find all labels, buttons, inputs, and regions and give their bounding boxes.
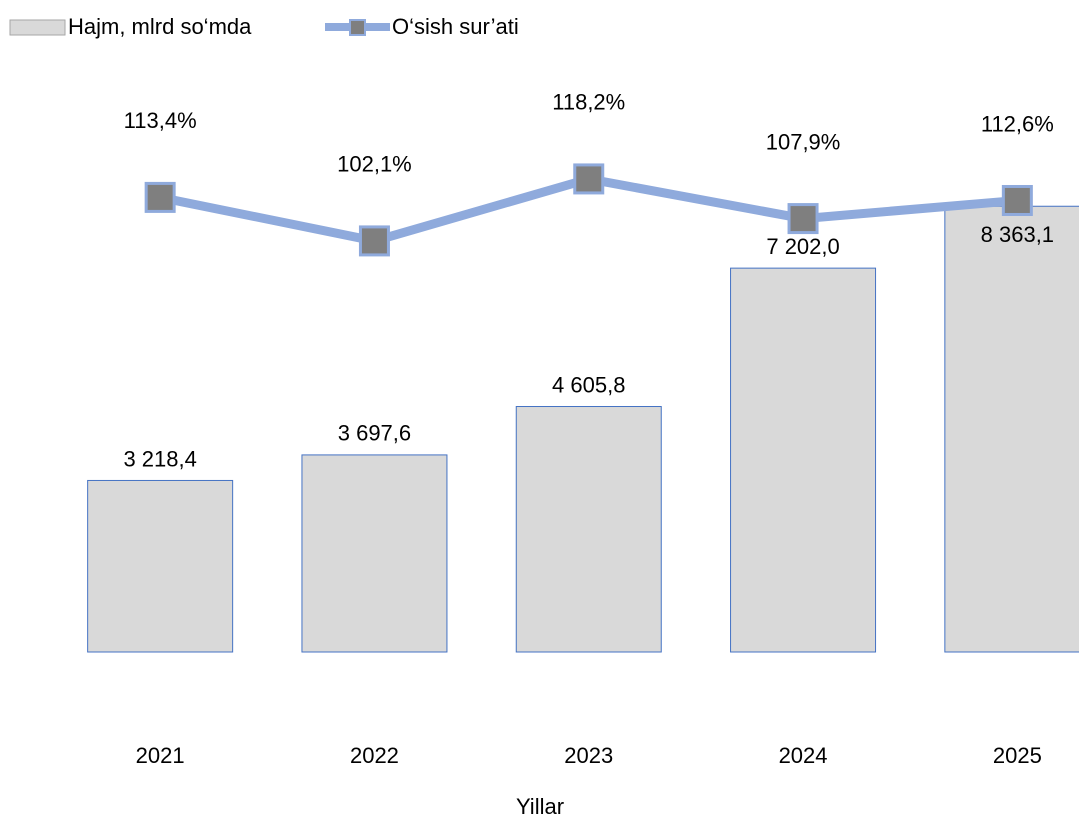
line-value-label: 102,1% — [337, 152, 412, 177]
legend-label: Hajm, mlrd so‘mda — [68, 14, 252, 39]
bar-value-label: 8 363,1 — [981, 222, 1054, 247]
line-value-label: 118,2% — [552, 90, 625, 115]
bar — [515, 406, 662, 653]
x-tick-label: 2023 — [564, 743, 613, 768]
bar — [87, 479, 234, 653]
x-tick-label: 2024 — [779, 743, 828, 768]
legend-swatch — [9, 19, 66, 36]
bar-value-label: 7 202,0 — [766, 234, 839, 259]
line-marker — [1001, 184, 1033, 216]
bar-value-label: 3 218,4 — [123, 446, 196, 471]
x-tick-label: 2021 — [136, 743, 185, 768]
x-tick-label: 2025 — [993, 743, 1042, 768]
bar-value-label: 4 605,8 — [552, 372, 625, 397]
line-marker — [787, 203, 819, 235]
legend-label: O‘sish sur’ati — [392, 14, 519, 39]
line-marker — [144, 181, 176, 213]
x-tick-label: 2022 — [350, 743, 399, 768]
line-value-label: 113,4% — [124, 108, 197, 133]
line-value-label: 112,6% — [981, 111, 1054, 136]
legend-marker — [349, 19, 366, 36]
x-axis-title: Yillar — [516, 794, 564, 819]
bar — [944, 205, 1079, 653]
line-value-label: 107,9% — [766, 129, 841, 154]
bar — [301, 454, 448, 653]
bar — [730, 267, 877, 653]
line-marker — [573, 163, 605, 195]
bar-value-label: 3 697,6 — [338, 421, 411, 446]
line-marker — [358, 225, 390, 257]
